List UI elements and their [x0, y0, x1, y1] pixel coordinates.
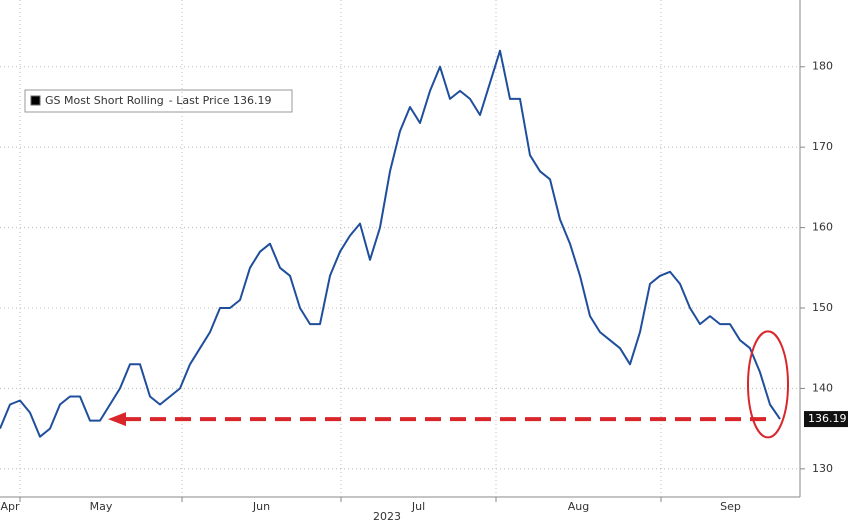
x-tick-label: Jul [411, 500, 425, 513]
x-tick-label: May [90, 500, 113, 513]
annotation-circle [747, 330, 789, 439]
y-tick-label: 180 [812, 60, 833, 73]
y-tick-label: 140 [812, 381, 833, 394]
annotation-arrowhead [108, 412, 126, 427]
y-tick-label: 170 [812, 140, 833, 153]
legend-suffix: - Last Price 136.19 [169, 94, 272, 107]
x-tick-label: Apr [0, 500, 20, 513]
x-tick-label: Aug [568, 500, 589, 513]
x-tick-label: Sep [720, 500, 741, 513]
x-tick-label: Jun [252, 500, 270, 513]
last-value-label: 136.19 [808, 412, 847, 425]
legend-series-name: GS Most Short Rolling [45, 94, 164, 107]
legend-box [24, 89, 293, 113]
x-sublabel: 2023 [373, 510, 401, 523]
y-tick-label: 160 [812, 221, 833, 234]
last-value-box [804, 411, 848, 428]
y-tick-label: 130 [812, 462, 833, 475]
series-line [0, 49, 781, 438]
y-tick-label: 150 [812, 301, 833, 314]
legend-swatch [30, 95, 41, 106]
